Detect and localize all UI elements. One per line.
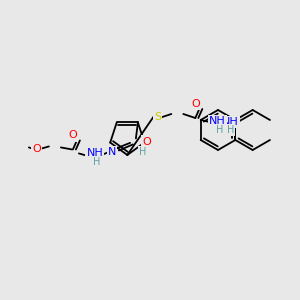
Text: N: N [108, 147, 116, 158]
Text: S: S [154, 112, 161, 122]
Text: H: H [139, 147, 147, 158]
Text: H: H [216, 125, 223, 135]
Text: NH: NH [209, 116, 226, 126]
Text: O: O [68, 130, 77, 140]
Text: O: O [142, 136, 151, 147]
Text: O: O [32, 144, 41, 154]
Text: H: H [226, 125, 234, 135]
Text: NH: NH [86, 148, 103, 158]
Text: NH: NH [222, 117, 239, 127]
Text: H: H [93, 158, 100, 167]
Text: O: O [191, 99, 200, 109]
